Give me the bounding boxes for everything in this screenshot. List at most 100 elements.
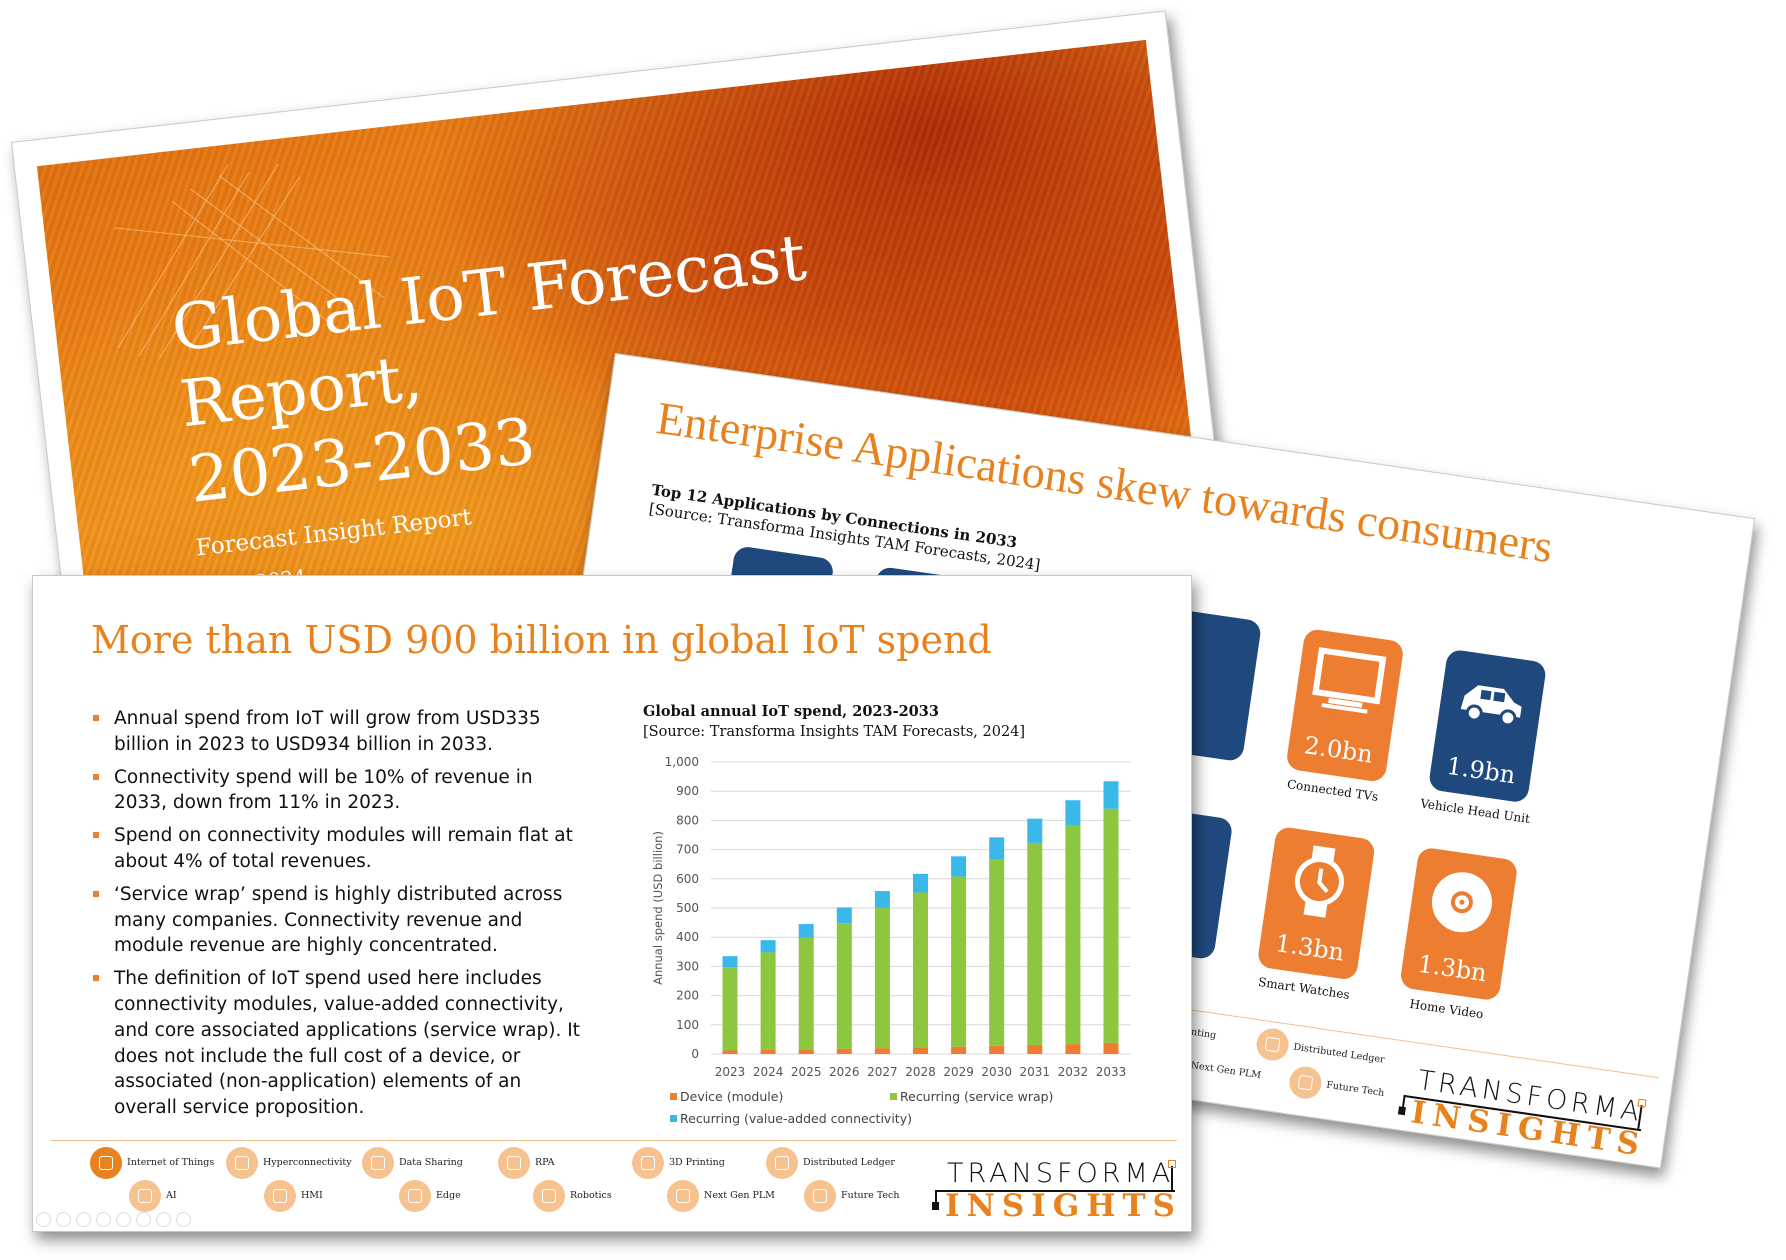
robotics-topic-icon[interactable] <box>533 1180 565 1212</box>
bar-device-2032 <box>1065 1044 1081 1054</box>
x-tick-label: 2032 <box>1058 1065 1089 1079</box>
bar-connectivity-2024 <box>760 940 776 953</box>
bullet-list: Annual spend from IoT will grow from USD… <box>93 706 583 1128</box>
topic-label-ai[interactable]: AI <box>166 1190 177 1201</box>
topic-label-robotics[interactable]: Robotics <box>570 1190 612 1201</box>
topic-label-internet-of-things[interactable]: Internet of Things <box>127 1157 215 1168</box>
data-sharing-topic-icon[interactable] <box>362 1147 394 1179</box>
bullet-text: Connectivity spend will be 10% of revenu… <box>114 766 533 814</box>
bullet-text: Spend on connectivity modules will remai… <box>114 825 573 872</box>
internet-of-things-topic-icon[interactable] <box>90 1147 122 1179</box>
x-tick-label: 2033 <box>1096 1065 1127 1079</box>
legend-swatch <box>670 1093 677 1100</box>
scratch-texture <box>114 163 390 359</box>
bullet-marker <box>93 975 99 982</box>
bullet-marker <box>93 715 99 721</box>
transforma-insights-logo: TRANSFORMA INSIGHTS <box>1397 1063 1651 1164</box>
topic-label-next-gen-plm[interactable]: Next Gen PLM <box>704 1190 775 1201</box>
bar-connectivity-2027 <box>874 891 890 908</box>
topic-label-data-sharing[interactable]: Data Sharing <box>399 1157 463 1168</box>
bar-connectivity-2030 <box>989 837 1005 860</box>
zoom-icon[interactable] <box>116 1212 131 1227</box>
logo-bracket <box>935 1190 937 1206</box>
app-tile-vehicle-head-unit[interactable]: 1.9bn <box>1427 648 1548 804</box>
subtitles-icon[interactable] <box>136 1212 151 1227</box>
bar-connectivity-2029 <box>951 856 967 877</box>
3d-printing-topic-icon[interactable] <box>632 1147 664 1179</box>
distributed-ledger-topic-icon[interactable] <box>1254 1026 1291 1063</box>
topic-label-hmi[interactable]: HMI <box>301 1190 323 1201</box>
bar-device-2024 <box>760 1049 776 1054</box>
bullet-marker <box>93 890 99 897</box>
app-tile-label: Connected TVs <box>1286 776 1380 805</box>
camera-icon[interactable] <box>156 1212 171 1227</box>
bar-service-wrap-2025 <box>798 937 814 1050</box>
bar-connectivity-2026 <box>836 907 852 924</box>
applications-slide[interactable]: Enterprise Applications skew towards con… <box>520 353 1756 1169</box>
next-slide-icon[interactable] <box>56 1212 71 1227</box>
app-tile-label: Vehicle Head Unit <box>1419 796 1531 827</box>
topic-label-future-tech[interactable]: Future Tech <box>841 1190 900 1201</box>
future-tech-topic-icon[interactable] <box>804 1180 836 1212</box>
next-gen-plm-topic-icon[interactable] <box>667 1180 699 1212</box>
topic-label-future-tech[interactable]: Future Tech <box>1325 1079 1385 1099</box>
topic-label-distributed-ledger[interactable]: Distributed Ledger <box>1292 1041 1386 1066</box>
bar-device-2029 <box>951 1046 967 1054</box>
app-tile-home-video[interactable]: 1.3bn <box>1399 846 1519 1002</box>
bar-device-2027 <box>874 1048 890 1054</box>
iot-spend-slide[interactable]: More than USD 900 billion in global IoT … <box>32 575 1192 1232</box>
hyperconnectivity-topic-icon[interactable] <box>226 1147 258 1179</box>
bar-service-wrap-2028 <box>913 892 928 1048</box>
legend-service-wrap: Recurring (service wrap) <box>890 1089 1053 1104</box>
logo-top-text: TRANSFORMA <box>947 1158 1175 1189</box>
x-tick-label: 2029 <box>943 1065 974 1079</box>
topic-label-3d-printing[interactable]: 3D Printing <box>669 1157 725 1168</box>
bar-connectivity-2032 <box>1065 800 1081 826</box>
x-tick-label: 2030 <box>981 1065 1012 1079</box>
more-options-icon[interactable] <box>176 1212 191 1227</box>
bar-device-2031 <box>1027 1044 1043 1054</box>
app-tile-smart-watches[interactable]: 1.3bn <box>1256 825 1376 981</box>
bullet-marker <box>93 773 99 780</box>
app-tile-value: 2.0bn <box>1302 731 1375 769</box>
x-tick-label: 2031 <box>1020 1065 1051 1079</box>
distributed-ledger-topic-icon[interactable] <box>766 1147 798 1179</box>
cover-slide[interactable]: Global IoT Forecast Report, 2023-2033 Fo… <box>11 10 1248 860</box>
bar-device-2025 <box>798 1049 814 1054</box>
logo-square <box>1637 1098 1647 1108</box>
topic-label-distributed-ledger[interactable]: Distributed Ledger <box>803 1157 895 1168</box>
app-tile-label: Smart Watches <box>1257 974 1351 1002</box>
hmi-topic-icon[interactable] <box>264 1180 296 1212</box>
chart-title: Global annual IoT spend, 2023-2033 <box>643 703 939 720</box>
y-tick-label: 0 <box>691 1047 699 1061</box>
topic-label-hyperconnectivity[interactable]: Hyperconnectivity <box>263 1157 352 1168</box>
bar-service-wrap-2029 <box>951 876 967 1047</box>
edge-topic-icon[interactable] <box>399 1180 431 1212</box>
app-tile-connected-tvs[interactable]: 2.0bn <box>1285 627 1405 783</box>
x-tick-label: 2024 <box>753 1065 784 1079</box>
topic-label-rpa[interactable]: RPA <box>535 1157 555 1168</box>
y-tick-label: 200 <box>676 989 699 1003</box>
previous-slide-icon[interactable] <box>36 1212 51 1227</box>
legend-swatch <box>890 1093 897 1100</box>
future-tech-topic-icon[interactable] <box>1287 1064 1324 1101</box>
ai-topic-icon[interactable] <box>129 1180 161 1212</box>
app-tile-value: 1.3bn <box>1273 929 1346 967</box>
bullet-item: Annual spend from IoT will grow from USD… <box>93 706 583 758</box>
y-tick-label: 300 <box>676 959 699 973</box>
topic-label-edge[interactable]: Edge <box>436 1190 461 1201</box>
bar-connectivity-2028 <box>913 873 928 893</box>
bar-service-wrap-2032 <box>1065 825 1081 1045</box>
y-axis-label: Annual spend (USD billion) <box>651 831 665 985</box>
pen-icon[interactable] <box>76 1212 91 1227</box>
topic-label-next-gen-plm[interactable]: Next Gen PLM <box>1189 1060 1262 1082</box>
bar-connectivity-2033 <box>1103 781 1119 809</box>
slides-icon[interactable] <box>96 1212 111 1227</box>
transforma-insights-logo: TRANSFORMA INSIGHTS <box>932 1158 1180 1224</box>
chart-source: [Source: Transforma Insights TAM Forecas… <box>643 724 1026 740</box>
bar-service-wrap-2023 <box>722 967 738 1051</box>
bar-service-wrap-2027 <box>874 908 890 1049</box>
slide-title: More than USD 900 billion in global IoT … <box>91 618 992 662</box>
rpa-topic-icon[interactable] <box>498 1147 530 1179</box>
x-tick-label: 2023 <box>715 1065 746 1079</box>
